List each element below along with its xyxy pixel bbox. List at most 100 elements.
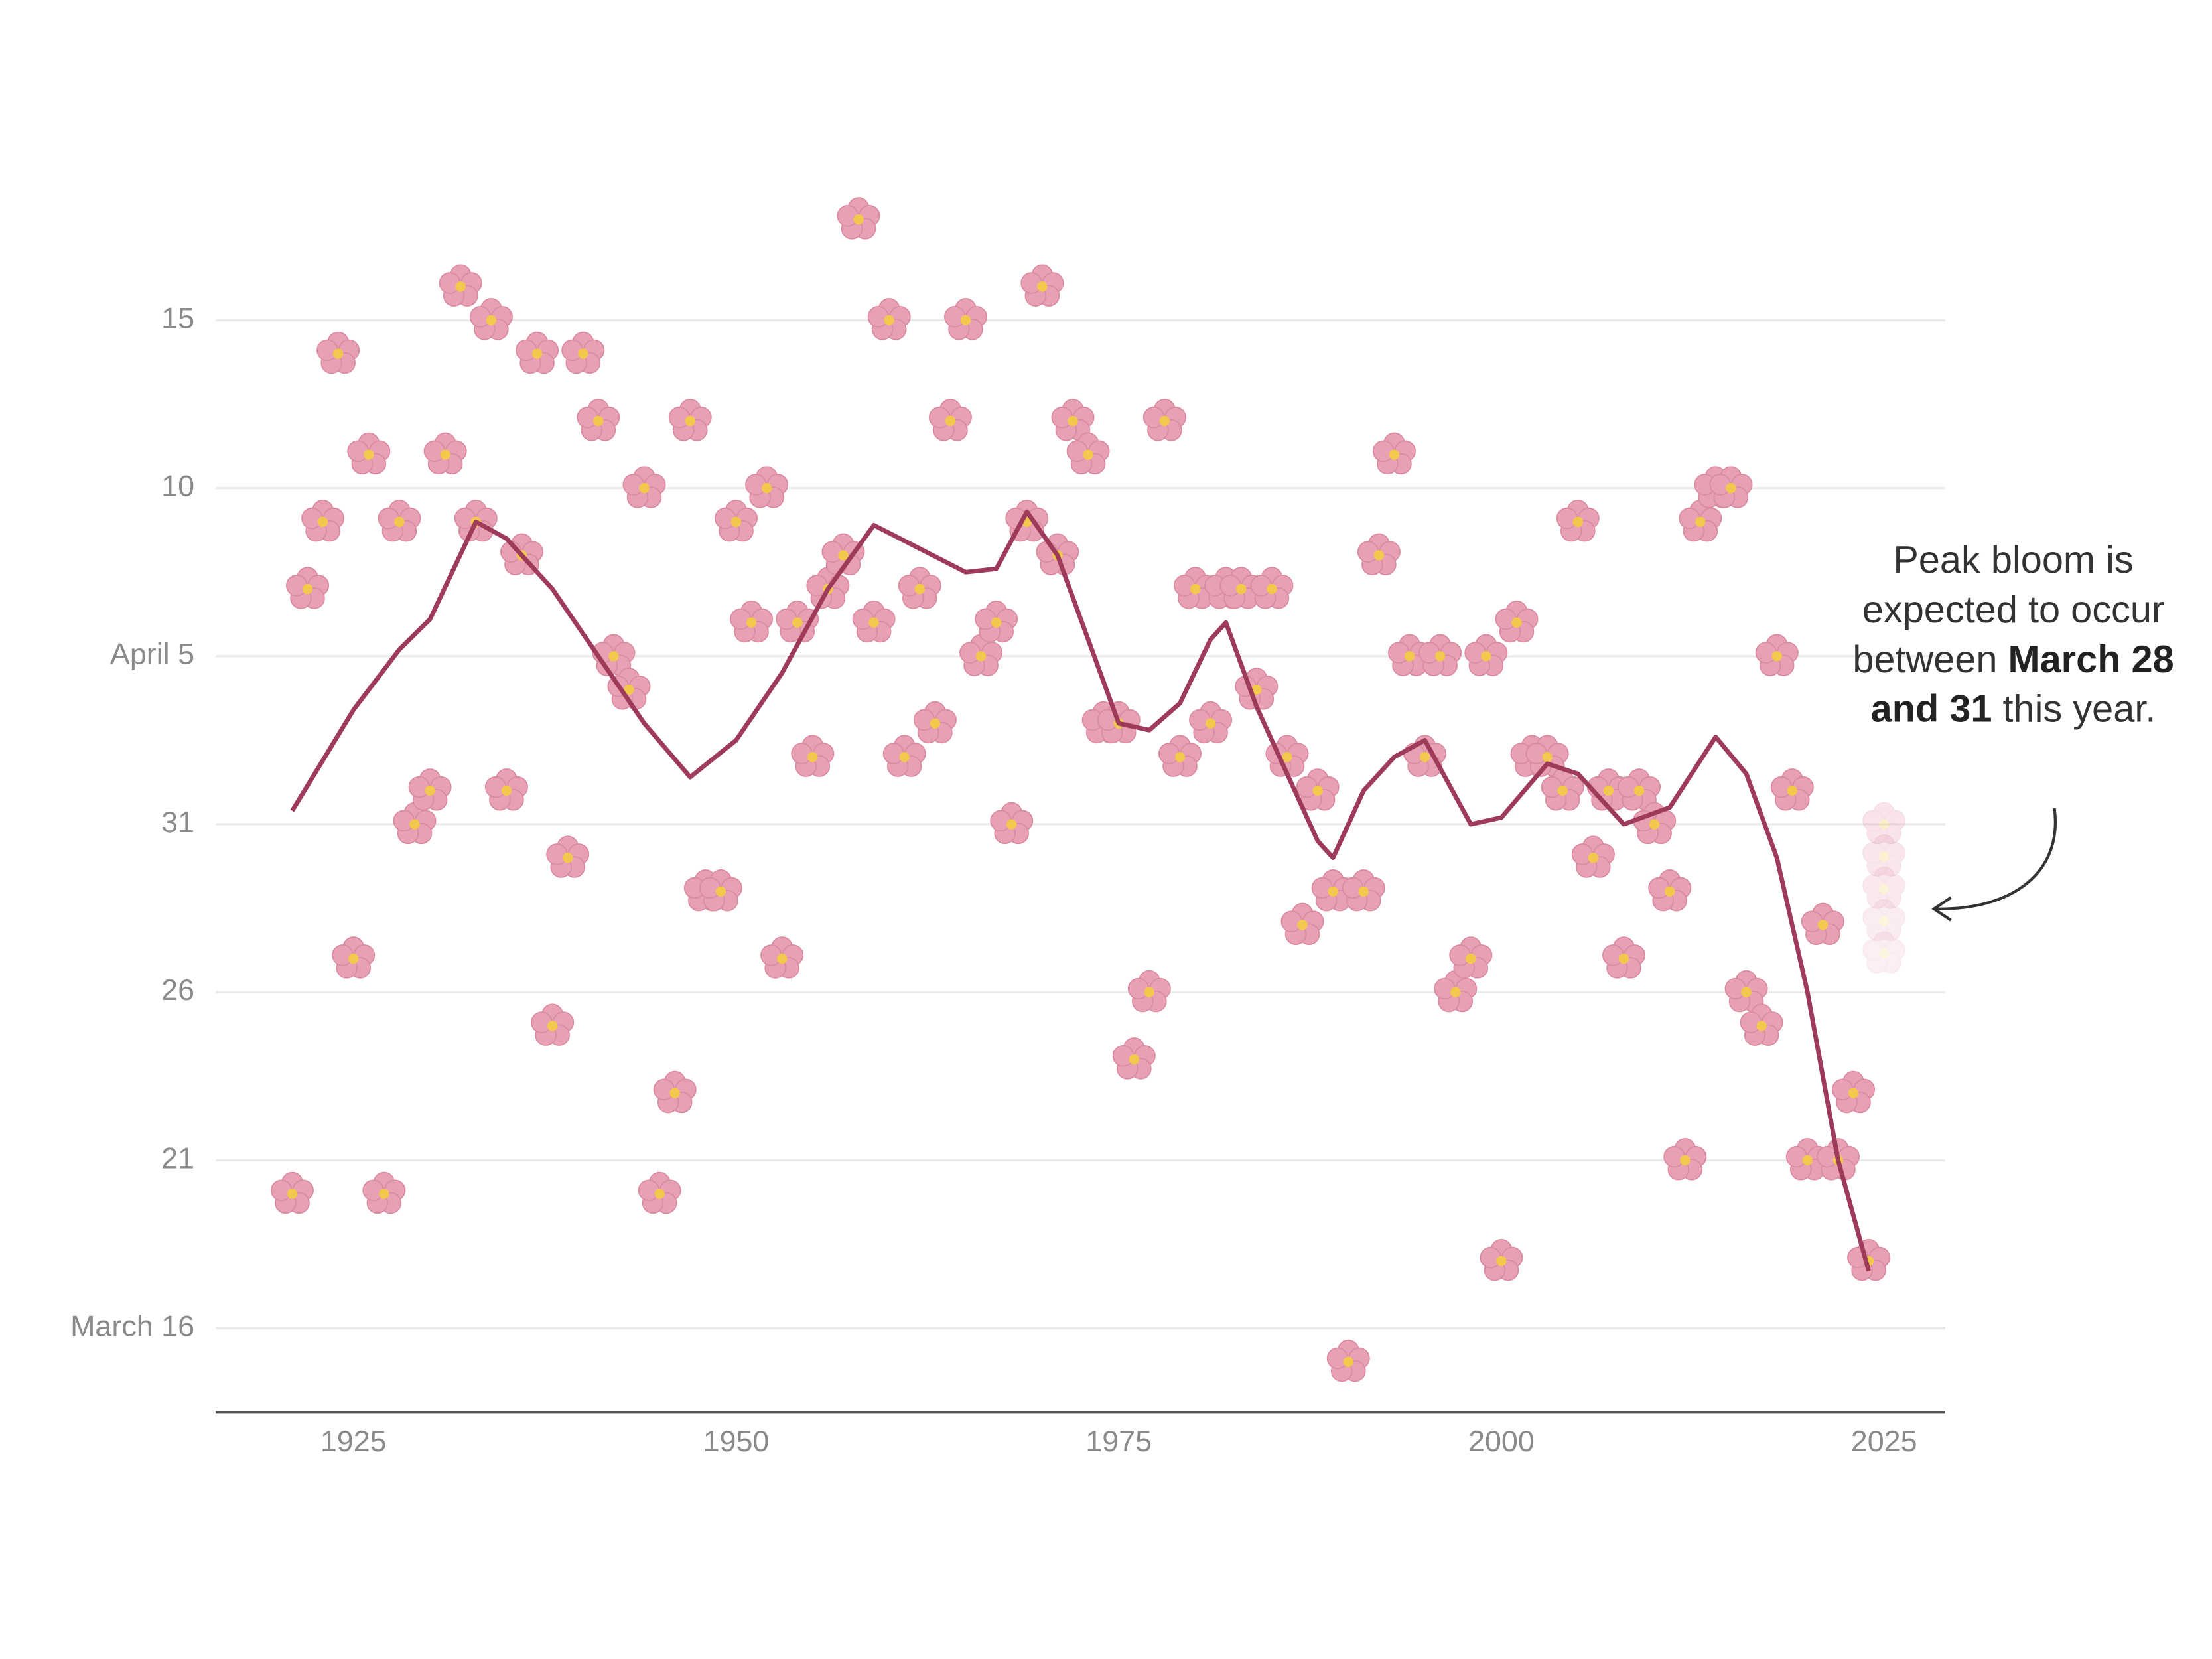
- petal: [1866, 887, 1888, 909]
- petal: [1884, 874, 1906, 897]
- flower-center: [1771, 651, 1782, 662]
- flower: [332, 936, 376, 979]
- petal: [1884, 906, 1906, 928]
- flower: [301, 499, 345, 542]
- flower: [745, 466, 789, 508]
- flower: [653, 1070, 697, 1114]
- flower-center: [1450, 987, 1461, 997]
- flower-center: [715, 886, 726, 897]
- flower: [439, 264, 482, 307]
- flower-center: [578, 348, 588, 359]
- flower: [622, 466, 666, 508]
- y-tick-label: 26: [161, 973, 194, 1007]
- flower-center: [455, 281, 466, 292]
- flower: [531, 1003, 575, 1046]
- flower: [1357, 533, 1401, 576]
- flower-center: [1328, 886, 1338, 897]
- flower: [1740, 1003, 1783, 1046]
- flower-center: [1373, 550, 1385, 561]
- flower: [898, 567, 941, 609]
- flower: [791, 735, 835, 777]
- flower-center: [1878, 851, 1890, 862]
- flower-center: [608, 651, 619, 662]
- flower: [1051, 399, 1095, 441]
- flower-center: [746, 617, 757, 628]
- flower-center: [1282, 752, 1292, 762]
- flower-center: [991, 617, 1002, 628]
- flower-center: [1267, 583, 1277, 595]
- flower: [1862, 899, 1906, 942]
- flower: [378, 499, 421, 542]
- flower: [347, 432, 391, 475]
- flower-center: [1190, 583, 1201, 595]
- flower-center: [1006, 819, 1017, 830]
- flower: [393, 802, 437, 845]
- flower-center: [593, 415, 604, 427]
- flower-center: [302, 583, 313, 595]
- x-tick-label: 2025: [1851, 1424, 1917, 1458]
- annotation-highlight: March 28 and 31: [1870, 638, 2174, 731]
- flower-center: [1848, 1088, 1859, 1098]
- flower-center: [501, 785, 512, 796]
- flower: [1403, 735, 1447, 777]
- flower-center: [669, 1088, 680, 1098]
- flower: [1495, 600, 1539, 643]
- x-tick-label: 1950: [703, 1424, 770, 1458]
- flower-center: [486, 315, 497, 326]
- flower-center: [1878, 948, 1890, 959]
- flower-center: [1557, 785, 1568, 796]
- flower: [1556, 499, 1600, 542]
- flower-center: [639, 482, 650, 494]
- y-tick-label: 21: [161, 1141, 194, 1175]
- flower: [1388, 634, 1432, 676]
- flower-center: [394, 516, 405, 527]
- flower: [286, 567, 330, 609]
- flower: [1862, 834, 1906, 877]
- flower: [1142, 399, 1186, 441]
- flower-center: [960, 315, 971, 326]
- flower-center: [654, 1189, 665, 1199]
- flower-center: [364, 449, 374, 460]
- flower: [975, 600, 1018, 643]
- flower: [944, 298, 988, 340]
- flower-center: [1251, 684, 1262, 695]
- flower-center: [547, 1021, 558, 1031]
- flower-center: [914, 583, 926, 595]
- petal: [1866, 855, 1888, 877]
- flower: [270, 1171, 314, 1214]
- flower: [959, 634, 1003, 676]
- x-tick-label: 2000: [1468, 1424, 1535, 1458]
- annotation-box: Peak bloom is expected to occur between …: [1852, 539, 2174, 731]
- petal: [1873, 802, 1895, 824]
- flower-center: [440, 449, 450, 460]
- flower-center: [1680, 1155, 1691, 1166]
- flower-center: [1878, 916, 1890, 926]
- flower-center: [1787, 785, 1797, 796]
- y-tick-label: 31: [161, 805, 194, 839]
- flower: [1066, 432, 1110, 475]
- flower-center: [1878, 883, 1890, 895]
- flower-center: [1572, 516, 1583, 527]
- petal: [1884, 842, 1906, 864]
- flower-center: [1741, 987, 1752, 997]
- flower: [776, 600, 819, 643]
- flower: [1541, 768, 1584, 811]
- flower-center: [1802, 1155, 1813, 1166]
- flower: [1372, 432, 1416, 475]
- flower: [1449, 936, 1493, 979]
- flower: [1434, 970, 1478, 1013]
- flower: [484, 768, 528, 811]
- flower: [1862, 931, 1906, 974]
- flower-center: [379, 1189, 389, 1199]
- flower: [638, 1171, 681, 1214]
- flower-center: [792, 617, 803, 628]
- flower-center: [1037, 281, 1048, 292]
- flower: [1296, 768, 1340, 811]
- flower-center: [1633, 785, 1645, 796]
- flower-center: [807, 752, 818, 762]
- petal: [1880, 952, 1901, 974]
- flower: [1862, 802, 1906, 845]
- flower: [1724, 970, 1768, 1013]
- flower: [1250, 567, 1294, 609]
- flower: [882, 735, 926, 777]
